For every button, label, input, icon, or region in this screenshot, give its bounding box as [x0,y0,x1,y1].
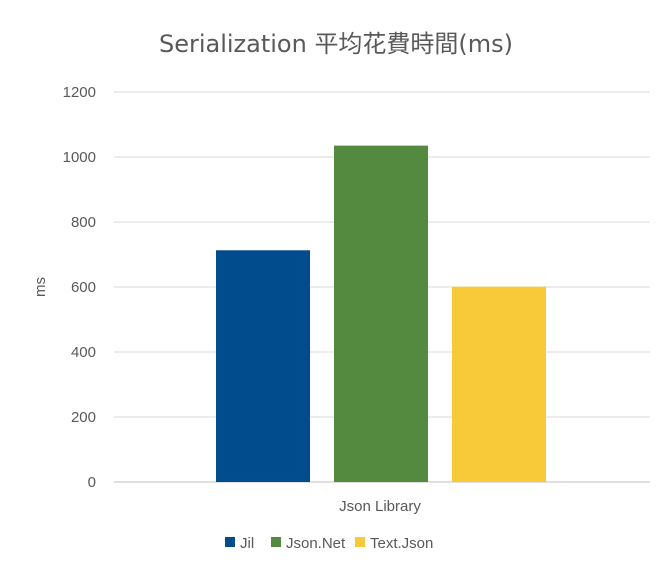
y-tick-label: 1200 [63,84,96,101]
y-tick-label: 1000 [63,149,96,166]
legend-label: Text.Json [370,535,433,552]
legend-swatch [355,537,365,547]
bar-jil [216,250,310,482]
legend-swatch [271,537,281,547]
y-tick-label: 200 [71,409,96,426]
legend: Jil Json.Net Text.Json [225,535,433,552]
chart-title: Serialization 平均花費時間(ms) [159,30,513,58]
y-tick-label: 400 [71,344,96,361]
legend-label: Json.Net [286,535,346,552]
y-axis-ticks: 0 200 400 600 800 1000 1200 [63,84,96,491]
bar-json-net [334,145,428,482]
y-tick-label: 0 [88,474,96,491]
legend-swatch [225,537,235,547]
y-tick-label: 800 [71,214,96,231]
y-axis-title: ms [32,277,49,297]
legend-label: Jil [240,535,254,552]
bar-text-json [452,286,546,482]
bars [216,145,546,482]
y-tick-label: 600 [71,279,96,296]
x-category-label: Json Library [339,498,421,515]
